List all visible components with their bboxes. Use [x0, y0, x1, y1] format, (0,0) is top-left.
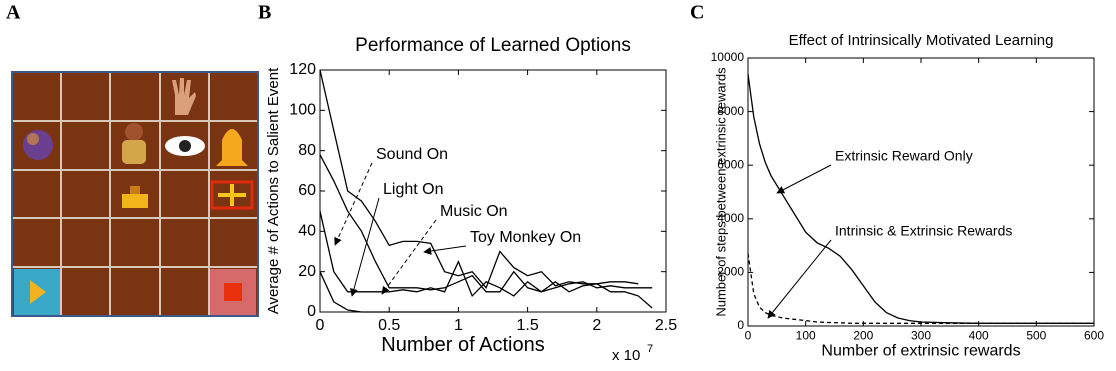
- y-tick-label: 6000: [717, 157, 744, 171]
- x-tick-label: 1.5: [516, 317, 538, 334]
- annotation-arrow: [776, 164, 832, 194]
- series-annotation: Intrinsic & Extrinsic Rewards: [835, 223, 1012, 239]
- x-tick-label: 400: [969, 328, 989, 342]
- y-tick-label: 120: [289, 61, 316, 78]
- y-tick-label: 100: [289, 102, 316, 119]
- chart-title: Effect of Intrinsically Motivated Learni…: [789, 32, 1054, 49]
- annotation-arrow: [334, 162, 373, 246]
- series-line: [747, 74, 1094, 324]
- y-tick-label: 60: [298, 182, 316, 199]
- series-line: [319, 271, 459, 313]
- panel-label: A: [6, 2, 21, 24]
- x-tick-label: 300: [911, 328, 931, 342]
- series-annotation: Music On: [440, 203, 508, 220]
- x-axis-label: Number of Actions: [381, 334, 544, 356]
- y-tick-label: 20: [298, 263, 316, 280]
- y-tick-label: 8000: [717, 104, 744, 118]
- x-tick-label: 0: [316, 317, 325, 334]
- series-line: [747, 253, 1094, 324]
- y-tick-label: 80: [298, 142, 316, 159]
- x-tick-label: 2.5: [655, 317, 677, 334]
- annotation-arrow: [767, 239, 832, 319]
- series-annotation: Sound On: [376, 146, 448, 163]
- x-multiplier-exponent: 7: [647, 343, 653, 355]
- y-tick-label: 40: [298, 223, 316, 240]
- x-tick-label: 2: [592, 317, 601, 334]
- panel-label: B: [258, 2, 271, 24]
- x-tick-label: 0: [745, 328, 752, 342]
- x-tick-label: 1: [454, 317, 463, 334]
- x-tick-label: 200: [853, 328, 873, 342]
- panel-label: C: [690, 2, 704, 24]
- chart-title: Performance of Learned Options: [355, 35, 631, 56]
- series-annotation: Extrinsic Reward Only: [835, 148, 973, 164]
- y-axis-label: Number of steps between extrinsic reward…: [713, 67, 728, 317]
- x-multiplier: x 10: [612, 347, 640, 364]
- x-tick-label: 0.5: [378, 317, 400, 334]
- x-tick-label: 500: [1026, 328, 1046, 342]
- x-axis-label: Number of extrinsic rewards: [821, 342, 1020, 359]
- grid-world: [11, 71, 259, 317]
- series-annotation: Light On: [383, 181, 443, 198]
- x-tick-label: 600: [1084, 328, 1104, 342]
- series-annotation: Toy Monkey On: [470, 229, 581, 246]
- y-tick-label: 0: [737, 318, 744, 332]
- plot-frame: [747, 57, 1095, 327]
- annotation-arrow: [350, 197, 380, 297]
- y-tick-label: 4000: [717, 211, 744, 225]
- series-line: [319, 211, 653, 309]
- y-axis-label: Average # of Actions to Salient Event: [265, 67, 282, 314]
- x-tick-label: 100: [796, 328, 816, 342]
- plot-frame: [319, 69, 667, 313]
- y-tick-label: 2000: [717, 265, 744, 279]
- annotation-arrow: [423, 245, 467, 255]
- y-tick-label: 10000: [711, 50, 745, 64]
- series-line: [319, 69, 639, 290]
- annotation-arrow: [381, 219, 437, 295]
- series-line: [319, 154, 653, 293]
- y-tick-label: 0: [307, 303, 316, 320]
